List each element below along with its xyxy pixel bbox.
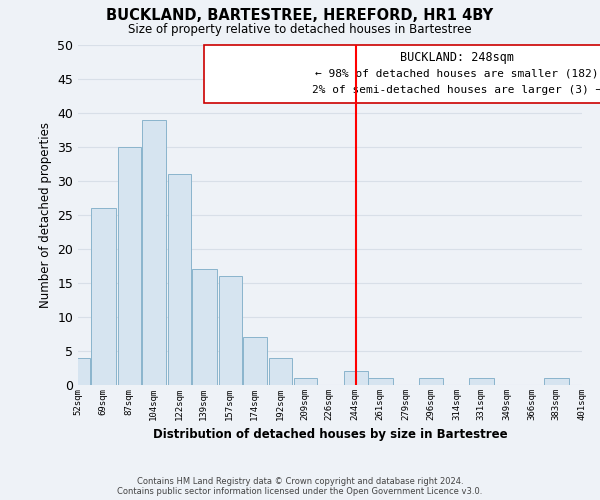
Text: ← 98% of detached houses are smaller (182): ← 98% of detached houses are smaller (18… [316,69,599,79]
Text: BUCKLAND, BARTESTREE, HEREFORD, HR1 4BY: BUCKLAND, BARTESTREE, HEREFORD, HR1 4BY [106,8,494,22]
X-axis label: Distribution of detached houses by size in Bartestree: Distribution of detached houses by size … [152,428,508,442]
Bar [168,174,191,385]
Text: 2% of semi-detached houses are larger (3) →: 2% of semi-detached houses are larger (3… [312,85,600,95]
Text: Size of property relative to detached houses in Bartestree: Size of property relative to detached ho… [128,22,472,36]
Y-axis label: Number of detached properties: Number of detached properties [38,122,52,308]
Bar [242,338,267,385]
Bar [269,358,292,385]
FancyBboxPatch shape [203,45,600,103]
Bar [192,270,217,385]
Bar [91,208,116,385]
Bar [67,358,90,385]
Bar [368,378,393,385]
Text: BUCKLAND: 248sqm: BUCKLAND: 248sqm [400,51,514,64]
Text: Contains HM Land Registry data © Crown copyright and database right 2024.
Contai: Contains HM Land Registry data © Crown c… [118,476,482,496]
Bar [419,378,443,385]
Bar [469,378,494,385]
Bar [219,276,242,385]
Bar [118,147,141,385]
Bar [544,378,569,385]
Bar [294,378,317,385]
Bar [344,372,368,385]
Bar [142,120,166,385]
